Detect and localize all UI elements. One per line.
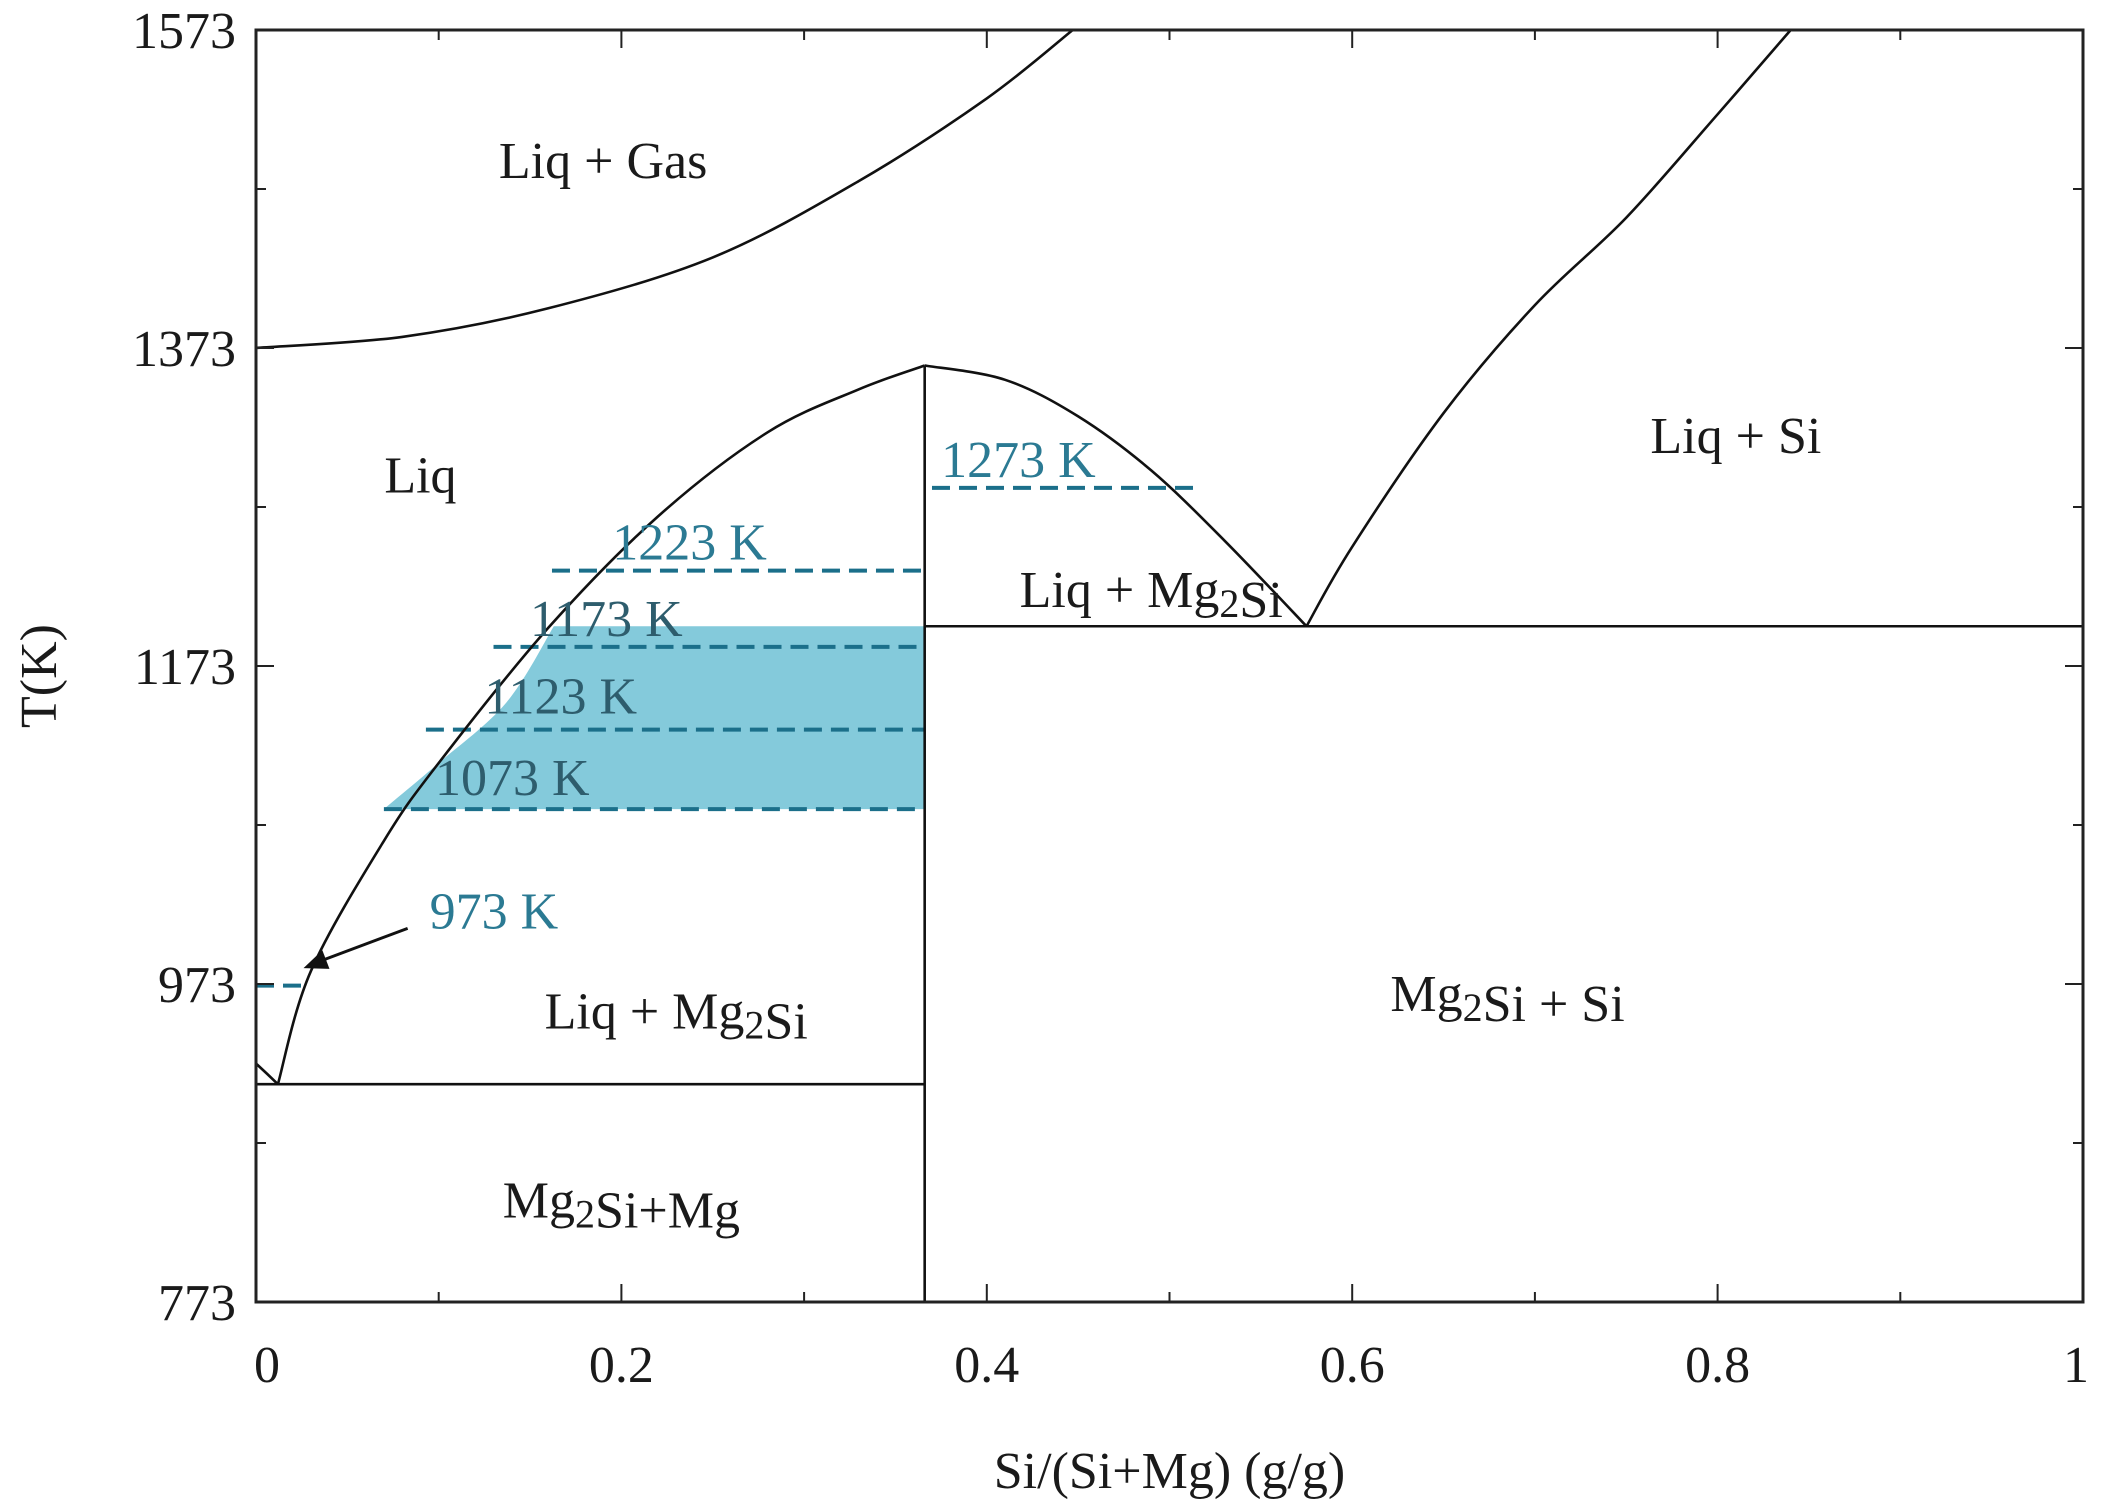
boundary-gas-liquidus xyxy=(255,28,1074,350)
shaded-region xyxy=(383,626,925,810)
boundary-mg2si-liquidus-left xyxy=(276,364,926,1085)
region-label: Liq + Gas xyxy=(499,133,707,190)
shaded-region-group xyxy=(383,626,925,810)
y-tick-label: 1173 xyxy=(134,639,236,696)
isotherm-label: 1223 K xyxy=(612,514,767,571)
axis-text-group: 0 0.2 0.4 0.6 0.8 1 773 973 1173 1373 1573 Si/(Si+M… xyxy=(11,3,2089,1500)
isotherm-label: 1123 K xyxy=(484,669,637,726)
phase-boundary-group xyxy=(255,28,2083,1302)
isotherm-label: 1173 K xyxy=(530,591,683,648)
x-tick-label: 0.4 xyxy=(954,1337,1019,1394)
boundary-si-liquidus xyxy=(1305,29,1792,627)
isotherm-label: 1273 K xyxy=(941,432,1096,489)
plot-frame xyxy=(254,28,2085,1304)
region-label: Liq + Mg2Si xyxy=(1020,562,1283,629)
boundary-mg2si-liquidus-right xyxy=(924,364,1308,628)
annotation-arrow-head xyxy=(303,950,330,969)
y-tick-label: 773 xyxy=(158,1275,236,1332)
x-tick-label: 0.2 xyxy=(589,1337,654,1394)
region-label: Liq + Mg2Si xyxy=(545,984,808,1051)
x-tick-label: 0 xyxy=(254,1337,280,1394)
x-tick-label: 0.8 xyxy=(1685,1337,1750,1394)
region-label: Liq xyxy=(384,448,456,505)
isotherm-label: 1073 K xyxy=(435,750,590,807)
isotherm-label-973: 973 K xyxy=(430,883,559,940)
y-tick-label: 1373 xyxy=(132,321,236,378)
y-tick-label: 973 xyxy=(158,957,236,1014)
x-axis-label: Si/(Si+Mg) (g/g) xyxy=(994,1443,1345,1500)
isotherm-dash-group xyxy=(256,485,1197,988)
isotherm-label-group: 1073 K 1123 K 1173 K 1223 K 1273 K 973 K xyxy=(303,432,1096,969)
x-tick-label: 1 xyxy=(2063,1337,2089,1394)
annotation-arrow-line xyxy=(316,926,409,964)
y-axis-label: T(K) xyxy=(11,624,68,728)
tick-group xyxy=(255,29,2084,1303)
region-label: Mg2Si + Si xyxy=(1390,966,1624,1033)
x-tick-label: 0.6 xyxy=(1320,1337,1385,1394)
plot-frame-group xyxy=(254,28,2085,1304)
region-label: Mg2Si+Mg xyxy=(503,1173,740,1240)
region-label-group: Liq + Gas Liq Liq + Si Liq + Mg2Si Liq + Mg2… xyxy=(384,133,1821,1240)
y-tick-label: 1573 xyxy=(132,3,236,60)
region-label: Liq + Si xyxy=(1650,408,1821,465)
boundary-mg-liquidus xyxy=(255,1062,279,1086)
